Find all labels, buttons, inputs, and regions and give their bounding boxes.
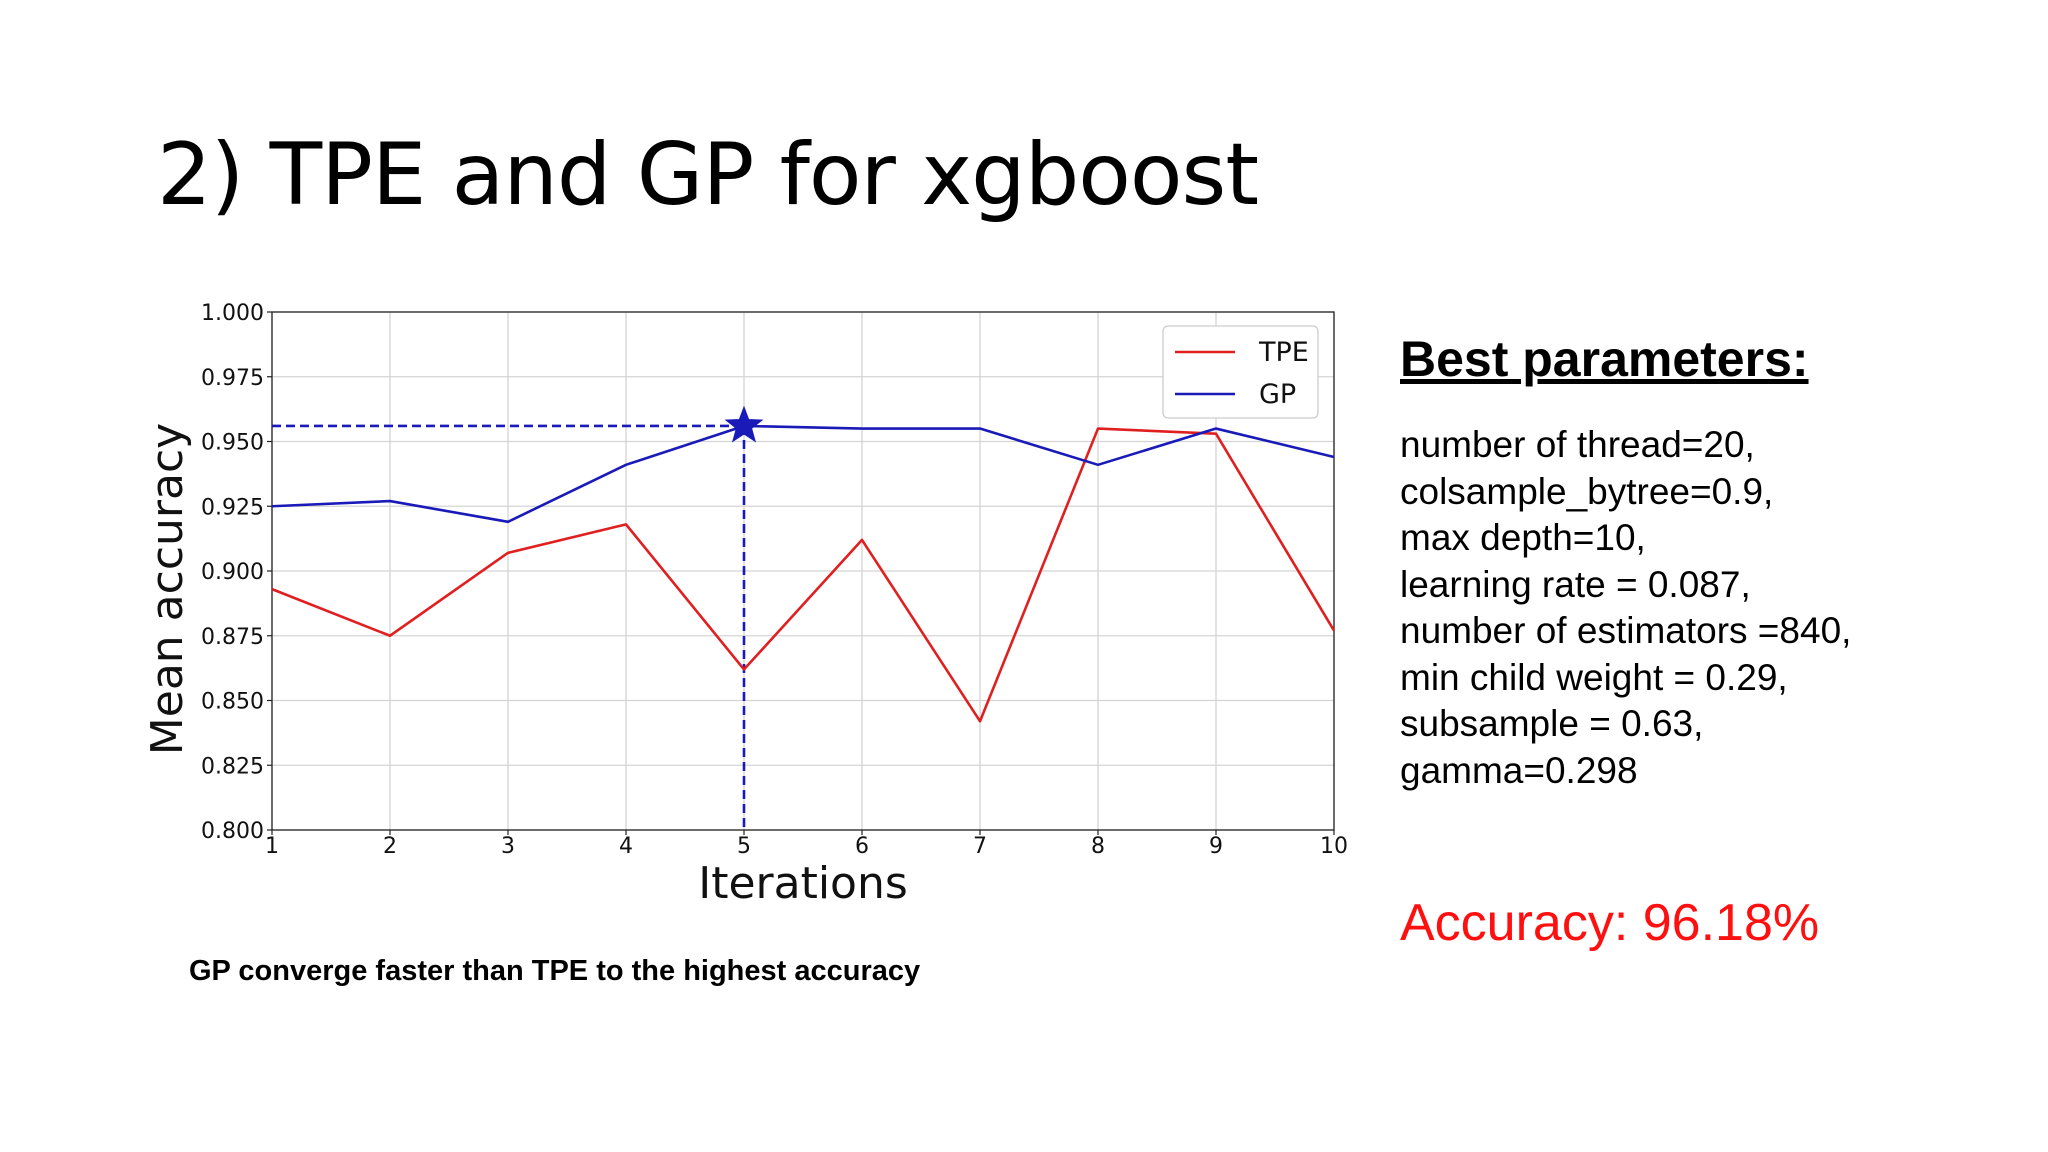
x-tick-label: 1 <box>265 834 279 859</box>
param-threads: number of thread=20, <box>1400 424 1755 465</box>
param-max-depth: max depth=10, <box>1400 517 1646 558</box>
param-min-child-weight: min child weight = 0.29, <box>1400 656 1788 698</box>
x-tick-label: 4 <box>619 834 633 859</box>
accuracy-result: Accuracy: 96.18% <box>1400 894 1820 952</box>
y-tick-label: 1.000 <box>201 301 264 326</box>
x-tick-label: 7 <box>973 834 987 859</box>
x-axis-label: Iterations <box>698 858 908 909</box>
series-line-tpe <box>271 427 1336 723</box>
legend-label-gp: GP <box>1259 379 1296 410</box>
x-tick-label: 3 <box>501 834 515 859</box>
param-estimators: number of estimators =840, <box>1400 610 1852 651</box>
x-tick-label: 5 <box>737 834 751 859</box>
y-tick-label: 0.875 <box>201 625 264 650</box>
y-tick-label: 0.925 <box>201 495 264 520</box>
y-tick-label: 0.850 <box>201 690 264 715</box>
param-subsample: subsample = 0.63, <box>1400 703 1704 744</box>
x-tick-label: 8 <box>1091 834 1105 859</box>
y-tick-label: 0.800 <box>201 819 264 844</box>
legend-label-tpe: TPE <box>1258 337 1309 368</box>
y-tick-label: 0.825 <box>201 754 264 779</box>
slide-title: 2) TPE and GP for xgboost <box>157 125 1259 225</box>
series-line-gp <box>271 424 1335 524</box>
y-axis-label: Mean accuracy <box>142 423 193 755</box>
best-parameters-heading: Best parameters: <box>1400 331 1809 387</box>
parameter-list: number of thread=20, colsample_bytree=0.… <box>1400 422 1851 794</box>
best-point-star-icon <box>724 405 764 443</box>
param-learning-rate: learning rate = 0.087, <box>1400 563 1751 605</box>
param-colsample: colsample_bytree=0.9, <box>1400 470 1774 512</box>
param-gamma: gamma=0.298 <box>1400 749 1638 791</box>
y-tick-label: 0.900 <box>201 560 264 585</box>
y-tick-label: 0.975 <box>201 366 264 391</box>
x-tick-label: 2 <box>383 834 397 859</box>
x-tick-label: 10 <box>1320 834 1348 859</box>
chart-caption: GP converge faster than TPE to the highe… <box>189 955 921 987</box>
y-tick-label: 0.950 <box>201 431 264 456</box>
x-tick-label: 9 <box>1209 834 1223 859</box>
x-tick-label: 6 <box>855 834 869 859</box>
